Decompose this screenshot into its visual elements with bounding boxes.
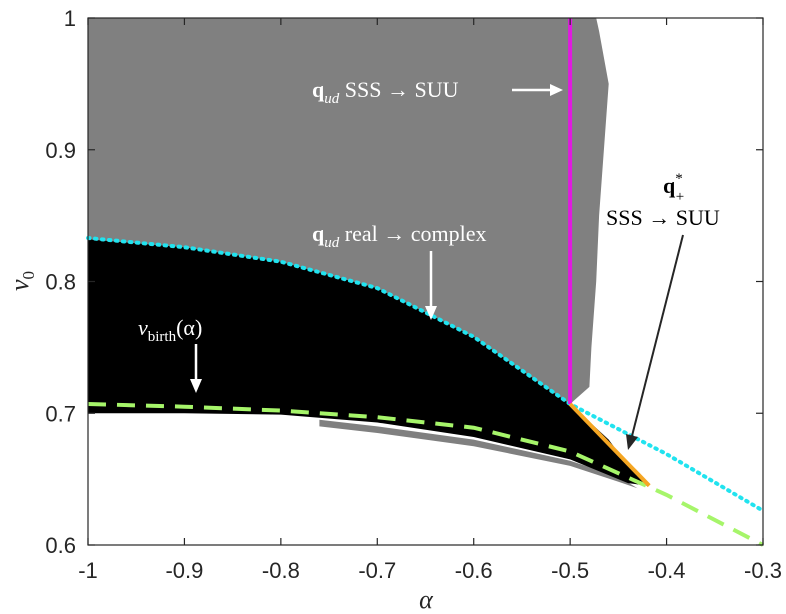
- annotation-sss-suu-bold: q: [312, 77, 325, 102]
- series-lines: [86, 18, 765, 547]
- x-tick-label: -0.8: [262, 558, 300, 583]
- black-region: [88, 239, 648, 486]
- annotation-qplus-bold: q: [663, 173, 676, 198]
- annotation-vbirth-v: v: [138, 315, 148, 340]
- annotation-qplus-line2: SSS → SUU: [606, 205, 720, 230]
- y-tick-label: 0.8: [45, 270, 76, 295]
- arrowhead-qplus: [626, 434, 638, 450]
- gray-region-lower-strip: [319, 419, 638, 489]
- x-tick-label: -0.4: [648, 558, 686, 583]
- annotation-sss-suu-sub: ud: [324, 91, 340, 107]
- annotation-sss-suu-text: SSS → SUU: [339, 77, 458, 102]
- annotation-vbirth-sub: birth: [148, 329, 177, 345]
- x-tick-label: -1: [78, 558, 98, 583]
- y-axis-label-text: v0: [5, 271, 38, 291]
- annotation-vbirth-text: (α): [176, 315, 202, 340]
- annotation-real-complex-text: real → complex: [339, 221, 486, 246]
- annotations: qud SSS → SUU qud real → complex vbirth(…: [138, 77, 720, 450]
- cyan-dotted-line: [86, 236, 765, 513]
- annotation-vbirth: vbirth(α): [138, 315, 202, 345]
- y-axis-label-v: v: [5, 279, 34, 291]
- regions: [88, 18, 648, 489]
- ticks: -1 -0.9 -0.8 -0.7 -0.6 -0.5 -0.4 -0.3 0.6 0.7 0.8 0…: [45, 6, 782, 583]
- arrowhead-real-complex: [425, 306, 437, 320]
- y-tick-label: 0.7: [45, 401, 76, 426]
- x-tick-label: -0.3: [744, 558, 782, 583]
- x-axis-label: α: [419, 585, 434, 614]
- x-tick-label: -0.7: [358, 558, 396, 583]
- arrow-qplus: [631, 234, 684, 437]
- arrowhead-vbirth: [190, 379, 202, 393]
- y-axis-label-sub: 0: [19, 271, 38, 280]
- annotation-real-complex-sub: ud: [324, 235, 340, 251]
- annotation-real-complex: qud real → complex: [312, 221, 486, 251]
- x-tick-label: -0.5: [551, 558, 589, 583]
- y-tick-label: 1: [64, 6, 76, 31]
- annotation-qplus: q* +: [663, 171, 684, 205]
- orange-line: [568, 402, 651, 488]
- annotation-qplus-sup: *: [675, 171, 683, 187]
- annotation-real-complex-bold: q: [312, 221, 325, 246]
- x-tick-label: -0.6: [455, 558, 493, 583]
- y-tick-label: 0.6: [45, 533, 76, 558]
- arrowhead-sss-suu: [550, 84, 563, 96]
- annotation-qplus-sub: +: [676, 189, 684, 205]
- y-axis-label: v0: [5, 271, 38, 291]
- gray-region-upper: [88, 18, 609, 404]
- annotation-sss-suu: qud SSS → SUU: [312, 77, 459, 107]
- x-tick-label: -0.9: [165, 558, 203, 583]
- y-tick-label: 0.9: [45, 138, 76, 163]
